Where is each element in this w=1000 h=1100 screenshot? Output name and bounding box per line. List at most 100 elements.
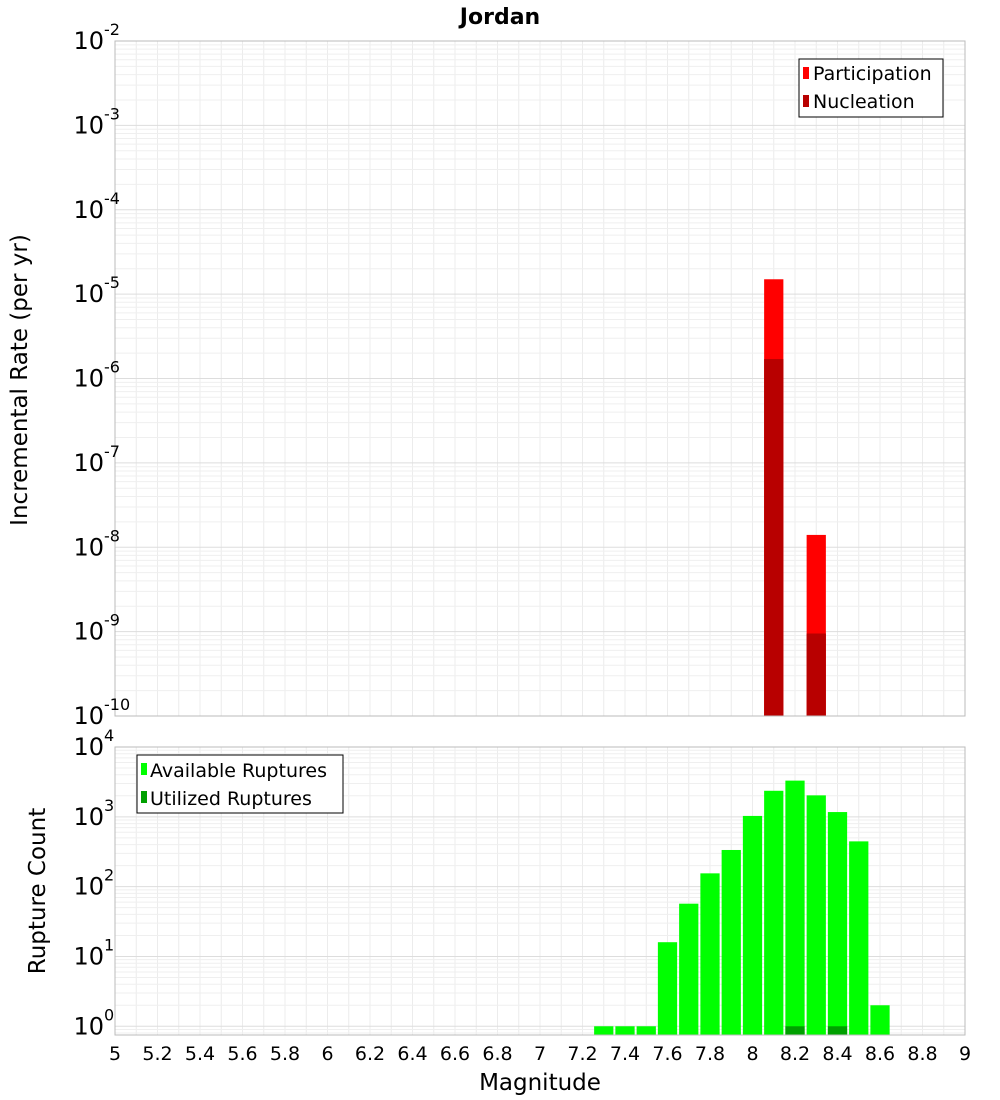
x-tick-label: 5.4	[185, 1043, 215, 1065]
svg-text:10: 10	[73, 27, 104, 55]
bar-available-ruptures	[742, 815, 763, 1035]
bar-available-ruptures	[827, 812, 848, 1035]
x-tick-label: 5.2	[142, 1043, 172, 1065]
bar-available-ruptures	[806, 795, 826, 1035]
top-plot-border	[114, 40, 966, 717]
x-tick-label: 7.4	[610, 1043, 640, 1065]
x-tick-label: 7	[534, 1043, 546, 1065]
x-tick-label: 5.8	[270, 1043, 300, 1065]
svg-text:-9: -9	[104, 611, 120, 630]
y-tick-label: 10 -8	[73, 526, 120, 561]
bar-available-ruptures	[764, 790, 784, 1035]
svg-text:3: 3	[104, 796, 114, 815]
svg-text:10: 10	[73, 803, 104, 831]
svg-text:0: 0	[104, 1005, 114, 1024]
svg-text:10: 10	[73, 1012, 104, 1040]
svg-text:-3: -3	[104, 104, 120, 123]
svg-text:10: 10	[73, 702, 104, 730]
svg-text:10: 10	[73, 196, 104, 224]
bar-available-ruptures	[679, 903, 699, 1035]
y-tick-label: 10 -5	[73, 273, 120, 308]
legend-swatch-participation	[803, 67, 809, 79]
svg-text:10: 10	[73, 111, 104, 139]
svg-text:-4: -4	[104, 189, 120, 208]
bottom-bars	[594, 780, 890, 1035]
x-tick-label: 8.4	[822, 1043, 852, 1065]
svg-text:-5: -5	[104, 273, 120, 292]
x-tick-label: 9	[959, 1043, 971, 1065]
bar-available-ruptures	[721, 849, 741, 1035]
bar-utilized-ruptures	[827, 1026, 848, 1035]
svg-text:-2: -2	[104, 20, 120, 39]
x-tick-label: 8.8	[907, 1043, 937, 1065]
top-y-axis-label: Incremental Rate (per yr)	[7, 234, 33, 526]
y-tick-label: 10 4	[73, 726, 114, 761]
y-tick-label: 10 3	[73, 796, 114, 831]
bottom-legend-box	[136, 754, 344, 814]
bar-nucleation	[806, 633, 826, 716]
x-tick-label: 5	[109, 1043, 121, 1065]
bar-available-ruptures	[657, 942, 678, 1035]
svg-text:-6: -6	[104, 358, 120, 377]
bar-nucleation	[764, 359, 784, 716]
x-tick-label: 7.6	[652, 1043, 682, 1065]
bar-available-ruptures	[636, 1026, 656, 1035]
y-tick-label: 10 -9	[73, 611, 120, 646]
x-tick-label: 6.2	[355, 1043, 385, 1065]
svg-text:10: 10	[73, 280, 104, 308]
legend-label-participation: Participation	[813, 63, 932, 85]
top-bars	[764, 279, 826, 716]
x-tick-label: 8.2	[780, 1043, 810, 1065]
legend-label-utilized: Utilized Ruptures	[150, 788, 312, 810]
svg-text:4: 4	[104, 726, 114, 745]
top-legend-box	[798, 58, 944, 118]
bar-utilized-ruptures	[785, 1026, 805, 1035]
bar-available-ruptures	[870, 1005, 890, 1035]
x-tick-label: 6.4	[397, 1043, 427, 1065]
legend-label-available: Available Ruptures	[150, 760, 327, 782]
x-tick-label: 7.2	[567, 1043, 597, 1065]
bar-available-ruptures	[785, 780, 805, 1035]
top-panel: 10-210-310-410-510-610-710-810-910-10 In…	[7, 20, 966, 730]
y-tick-label: 10 2	[73, 866, 114, 901]
y-tick-label: 10 -3	[73, 104, 120, 139]
svg-text:10: 10	[73, 618, 104, 646]
top-legend: Participation Nucleation	[798, 58, 944, 118]
bar-available-ruptures	[594, 1026, 614, 1035]
x-tick-label: 6.8	[482, 1043, 512, 1065]
y-tick-label: 10 0	[73, 1005, 114, 1040]
top-y-ticks: 10-210-310-410-510-610-710-810-910-10	[73, 20, 130, 730]
bar-available-ruptures	[700, 873, 720, 1035]
svg-text:10: 10	[73, 942, 104, 970]
x-tick-label: 8	[746, 1043, 758, 1065]
legend-label-nucleation: Nucleation	[813, 91, 915, 113]
svg-text:1: 1	[104, 935, 114, 954]
svg-text:-10: -10	[104, 695, 130, 714]
y-tick-label: 10 1	[73, 935, 114, 970]
svg-text:10: 10	[73, 449, 104, 477]
x-tick-label: 6.6	[440, 1043, 470, 1065]
y-tick-label: 10 -2	[73, 20, 120, 55]
svg-text:10: 10	[73, 873, 104, 901]
legend-swatch-nucleation	[803, 95, 809, 107]
bar-available-ruptures	[615, 1026, 635, 1035]
x-axis-label: Magnitude	[479, 1070, 601, 1096]
bar-available-ruptures	[849, 841, 869, 1035]
svg-text:2: 2	[104, 866, 114, 885]
svg-text:-8: -8	[104, 526, 120, 545]
y-tick-label: 10 -4	[73, 189, 120, 224]
y-tick-label: 10 -10	[73, 695, 130, 730]
x-tick-label: 8.6	[865, 1043, 895, 1065]
svg-text:10: 10	[73, 533, 104, 561]
y-tick-label: 10 -6	[73, 358, 120, 393]
bottom-legend: Available Ruptures Utilized Ruptures	[136, 754, 344, 814]
svg-text:10: 10	[73, 733, 104, 761]
svg-text:10: 10	[73, 365, 104, 393]
bottom-x-ticks: 5 5.2 5.4 5.6 5.8 6 6.2 6.4 6.6 6.8 7 7.2 7.4 7.6 7.8 8…	[109, 1043, 971, 1065]
svg-text:-7: -7	[104, 442, 120, 461]
x-tick-label: 6	[321, 1043, 333, 1065]
x-tick-label: 7.8	[695, 1043, 725, 1065]
